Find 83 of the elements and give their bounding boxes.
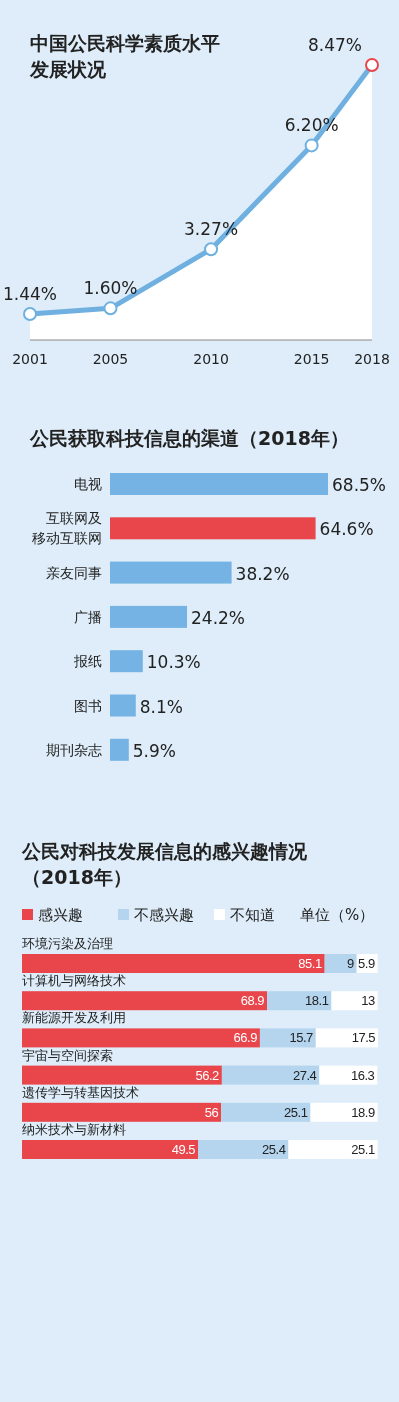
bar <box>310 1102 378 1122</box>
bar <box>22 1102 222 1122</box>
bar <box>288 1140 378 1159</box>
data-label: 1.60% <box>83 278 138 299</box>
y-tick-label: 遗传学与转基因技术 <box>22 1084 139 1100</box>
legend-label: 不感兴趣 <box>134 906 194 924</box>
bar <box>198 1140 289 1159</box>
chart-title: 中国公民科学素质水平发展状况 <box>29 32 220 80</box>
bar <box>315 1028 378 1048</box>
y-tick-label: 纳米技术与新材料 <box>22 1122 126 1137</box>
data-label: 25.1 <box>284 1104 308 1120</box>
bar <box>110 650 143 673</box>
y-tick-label: 图书 <box>74 697 102 714</box>
y-tick-label: 环境污染及治理 <box>22 936 113 951</box>
data-label: 18.1 <box>305 993 329 1009</box>
chart-title: 公民对科技发展信息的感兴趣情况（2018年） <box>21 840 308 888</box>
bar <box>22 954 325 973</box>
data-label: 25.1 <box>351 1142 375 1157</box>
y-tick-label: 广播 <box>74 608 102 625</box>
data-label: 6.20% <box>284 115 339 136</box>
x-tick-label: 2010 <box>193 351 229 367</box>
legend-label: 不知道 <box>230 906 275 924</box>
data-label: 3.27% <box>184 219 239 240</box>
data-label: 24.2% <box>191 607 246 628</box>
data-label: 64.6% <box>319 519 374 540</box>
y-tick-label: 亲友同事 <box>46 564 102 581</box>
bar <box>259 1028 316 1048</box>
data-label: 56 <box>204 1104 219 1120</box>
point <box>304 138 319 153</box>
bar <box>22 1065 222 1085</box>
data-label: 1.44% <box>2 284 58 304</box>
bar <box>221 1102 311 1122</box>
point <box>365 58 379 72</box>
data-label: 66.9 <box>233 1030 258 1046</box>
bar <box>110 561 232 584</box>
point <box>23 307 37 321</box>
data-label: 85.1 <box>298 956 322 971</box>
bar <box>267 991 332 1011</box>
bar <box>110 694 136 717</box>
data-label: 13 <box>361 993 375 1009</box>
data-label: 18.9 <box>351 1104 375 1120</box>
data-label: 5.9% <box>132 740 176 761</box>
y-tick-label: 报纸 <box>73 653 102 670</box>
data-label: 8.47% <box>307 35 362 55</box>
data-label: 5.9 <box>358 956 375 971</box>
x-tick-label: 2018 <box>354 351 390 367</box>
bar <box>331 991 378 1011</box>
data-label: 17.5 <box>351 1030 376 1046</box>
bar <box>110 605 188 628</box>
data-label: 16.3 <box>350 1067 375 1083</box>
point <box>204 242 219 257</box>
bar <box>22 991 268 1011</box>
data-label: 68.9 <box>240 993 265 1009</box>
text: 单位（%） <box>300 906 375 924</box>
bar <box>221 1065 320 1085</box>
x-tick-label: 2015 <box>293 351 330 367</box>
data-label: 8.1% <box>139 696 183 717</box>
y-tick-label: 计算机与网络技术 <box>22 973 126 989</box>
y-tick-label: 电视 <box>74 476 102 492</box>
data-label: 25.4 <box>262 1142 286 1157</box>
data-label: 56.2 <box>195 1067 220 1083</box>
bar <box>22 1140 199 1159</box>
x-tick-label: 2001 <box>12 351 48 367</box>
bar <box>110 517 316 540</box>
point <box>103 301 118 316</box>
data-label: 27.4 <box>293 1067 317 1083</box>
bar <box>324 954 357 973</box>
data-label: 15.7 <box>289 1030 314 1046</box>
y-tick-label: 互联网及移动互联网 <box>32 510 102 547</box>
data-label: 10.3% <box>146 652 201 673</box>
data-label: 38.2% <box>235 563 290 584</box>
y-tick-label: 宇宙与空间探索 <box>22 1047 113 1063</box>
bar <box>110 473 328 495</box>
data-label: 49.5 <box>171 1142 196 1157</box>
chart-title: 公民获取科技信息的渠道（2018年） <box>29 427 349 449</box>
y-tick-label: 新能源开发及利用 <box>22 1010 126 1026</box>
y-tick-label: 期刊杂志 <box>46 741 102 758</box>
data-label: 9 <box>346 956 354 971</box>
bar <box>22 1028 260 1048</box>
x-tick-label: 2005 <box>92 351 129 367</box>
data-label: 68.5% <box>332 475 387 495</box>
legend-label: 感兴趣 <box>38 906 83 924</box>
bar <box>110 738 129 761</box>
